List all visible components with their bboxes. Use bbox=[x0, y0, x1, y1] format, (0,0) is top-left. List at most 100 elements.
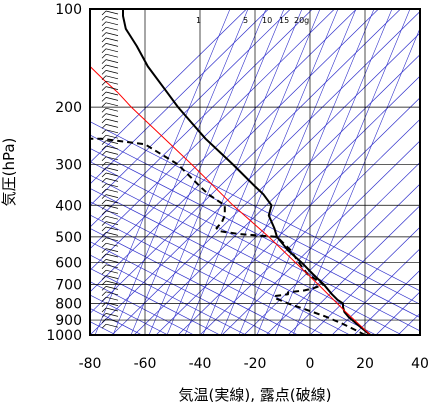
x-tick-labels: -80 -60 -40 -20 0 20 40 bbox=[79, 356, 429, 372]
wind-barb bbox=[105, 107, 119, 112]
isotherm-line bbox=[155, 75, 420, 335]
dry-adiabat-line bbox=[90, 174, 403, 335]
wind-barb bbox=[105, 70, 119, 74]
wind-barb bbox=[105, 221, 119, 225]
wind-barb-flag bbox=[101, 296, 107, 302]
moist-adiabat-line bbox=[148, 9, 285, 335]
wind-barb bbox=[105, 264, 119, 269]
dry-adiabat-line bbox=[90, 147, 420, 318]
mixing-ratio-label: 20g bbox=[294, 16, 309, 25]
y-tick-label: 200 bbox=[55, 100, 82, 116]
wind-barb bbox=[105, 215, 119, 220]
wind-barb bbox=[105, 102, 119, 107]
isotherm-line bbox=[265, 183, 420, 335]
isotherm-line bbox=[111, 32, 420, 335]
wind-barb-flag bbox=[101, 210, 107, 216]
wind-barb bbox=[105, 323, 119, 328]
wind-barb-flag bbox=[101, 37, 107, 43]
wind-barb-flag bbox=[101, 172, 107, 178]
mixing-ratio-label: 10 bbox=[262, 16, 272, 25]
wind-barb bbox=[105, 97, 119, 101]
wind-barb-flag bbox=[101, 269, 107, 275]
wind-barb bbox=[105, 129, 119, 134]
wind-barb-flag bbox=[101, 156, 107, 162]
wind-barb bbox=[105, 275, 119, 279]
wind-barb-flag bbox=[101, 145, 107, 151]
data-series bbox=[90, 9, 372, 335]
wind-barb bbox=[105, 145, 119, 150]
wind-barb bbox=[105, 248, 119, 252]
wind-barb-flag bbox=[101, 53, 107, 59]
wind-barb bbox=[105, 167, 119, 171]
isotherm-line bbox=[199, 118, 420, 335]
isotherm-line bbox=[419, 334, 420, 335]
y-tick-label: 100 bbox=[55, 2, 82, 18]
wind-barb bbox=[105, 32, 119, 36]
wind-barb-flag bbox=[101, 91, 107, 97]
dry-adiabat-line bbox=[90, 161, 420, 332]
grid-lines bbox=[90, 9, 420, 335]
wind-barb-flag bbox=[101, 237, 107, 243]
mixing-ratio-label: 5 bbox=[243, 16, 248, 25]
wind-barb bbox=[105, 134, 119, 139]
wind-barb-flag bbox=[101, 221, 107, 226]
wind-barb-flag bbox=[101, 75, 107, 81]
wind-barb bbox=[105, 91, 119, 96]
wind-barb-flag bbox=[101, 48, 107, 54]
wind-barb-flag bbox=[101, 113, 107, 118]
x-axis-title: 気温(実線), 露点(破線) bbox=[179, 386, 332, 404]
dry-adiabat-line bbox=[90, 121, 420, 292]
wind-barb-flag bbox=[101, 124, 107, 129]
wind-barb-flag bbox=[101, 253, 107, 259]
wind-barb bbox=[105, 86, 119, 90]
wind-barb bbox=[105, 48, 119, 53]
isotherm-line bbox=[90, 9, 313, 228]
wind-barb-flag bbox=[101, 313, 107, 318]
isotherm-line bbox=[309, 226, 420, 335]
dry-adiabat-line bbox=[90, 201, 351, 335]
wind-barb bbox=[105, 10, 119, 15]
wind-barb-flag bbox=[101, 323, 107, 329]
x-tick-label: 40 bbox=[411, 356, 429, 372]
y-axis-title: 気圧(hPa) bbox=[0, 138, 18, 207]
wind-barb-flag bbox=[101, 134, 107, 140]
wind-barb-flag bbox=[101, 248, 107, 253]
wind-barb bbox=[105, 16, 119, 20]
isotherm-line bbox=[353, 269, 420, 335]
wind-barb-flag bbox=[101, 167, 107, 172]
isotherm-line bbox=[90, 9, 291, 207]
wind-barb-flag bbox=[101, 16, 107, 21]
wind-barb bbox=[105, 313, 119, 317]
moist-adiabat-line bbox=[166, 9, 303, 335]
wind-barb bbox=[105, 178, 119, 182]
wind-barb bbox=[105, 140, 119, 144]
wind-barb-flag bbox=[101, 86, 107, 91]
wind-barb bbox=[105, 43, 119, 47]
isotherm-line bbox=[90, 9, 357, 271]
wind-barb-flag bbox=[101, 26, 107, 32]
wind-barb-flag bbox=[101, 232, 107, 237]
wind-barb bbox=[105, 80, 119, 85]
dry-adiabat-line bbox=[90, 267, 221, 335]
y-tick-label: 800 bbox=[55, 296, 82, 312]
moist-adiabat-line bbox=[184, 9, 321, 335]
y-tick-label: 400 bbox=[55, 198, 82, 214]
wind-barb bbox=[105, 232, 119, 236]
dry-adiabat-line bbox=[90, 254, 247, 335]
moist-adiabat-line bbox=[274, 9, 411, 335]
background-lines bbox=[90, 9, 420, 335]
wind-barb-flag bbox=[101, 32, 107, 37]
y-tick-label: 300 bbox=[55, 158, 82, 174]
wind-barb bbox=[105, 194, 119, 198]
y-tick-label: 500 bbox=[55, 230, 82, 246]
wind-barb bbox=[105, 75, 119, 80]
mixing-ratio-labels: 1 5 10 15 20g bbox=[196, 16, 309, 25]
wind-barb bbox=[105, 242, 119, 247]
moist-adiabat-line bbox=[130, 9, 267, 335]
wind-barb bbox=[105, 253, 119, 258]
wind-barb-flag bbox=[101, 280, 107, 286]
isotherm-line bbox=[90, 9, 269, 185]
wind-barb-flag bbox=[101, 102, 107, 108]
